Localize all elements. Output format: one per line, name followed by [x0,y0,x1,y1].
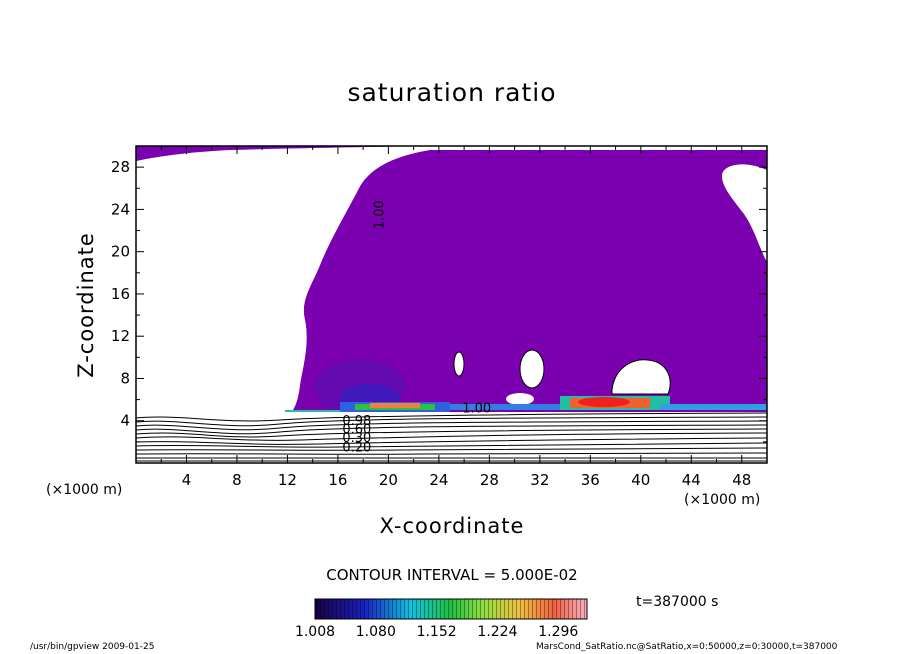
supersaturated-region [136,146,767,418]
y-axis-unit: (×1000 m) [46,482,123,498]
unsaturated-hole [611,359,671,395]
x-tick-label: 48 [732,471,751,489]
contour-label: 0.20 [342,440,371,455]
colorbar-tick-label: 1.080 [356,624,396,640]
x-tick-label: 24 [429,471,448,489]
x-tick-label: 40 [631,471,650,489]
unsaturated-hole [506,393,534,405]
x-tick-label: 36 [581,471,600,489]
unsaturated-hole [519,349,545,389]
footer-right: MarsCond_SatRatio.nc@SatRatio,x=0:50000,… [536,642,838,652]
footer-left: /usr/bin/gpview 2009-01-25 [30,642,155,652]
plot-frame [135,145,768,464]
colorbar-tick-label: 1.296 [538,624,578,640]
x-axis-unit: (×1000 m) [684,492,761,508]
x-tick-label: 8 [232,471,242,489]
x-axis-label: X-coordinate [379,514,525,538]
y-tick-label: 4 [120,412,130,430]
unsaturated-hole [453,351,465,377]
x-tick-label: 4 [182,471,192,489]
contour-labels: 1.00 1.00 0.980.600.300.20 [342,200,491,455]
colorbar-tick-label: 1.152 [417,624,457,640]
time-label: t=387000 s [636,594,719,610]
x-tick-label: 44 [682,471,701,489]
y-tick-label: 20 [111,243,130,261]
y-tick-label: 24 [111,200,130,218]
x-tick-label: 32 [530,471,549,489]
colorbar-ticks: 1.008 1.080 1.152 1.224 1.296 [295,624,578,640]
y-tick-label: 12 [111,327,130,345]
y-axis-label: Z-coordinate [74,232,98,378]
x-tick-label: 20 [379,471,398,489]
contour-label: 1.00 [462,401,491,416]
x-tick-label: 16 [328,471,347,489]
x-axis-ticks: 4 8 12 16 20 24 28 32 36 40 44 48 [160,146,751,489]
x-tick-label: 12 [278,471,297,489]
contour-label: 0.30 [342,431,371,446]
x-tick-label: 28 [480,471,499,489]
contour-label: 0.98 [342,414,371,429]
plot-field [136,146,767,463]
contour-label: 0.60 [342,422,371,437]
chart-title: saturation ratio [347,78,557,107]
colorbar-tick-label: 1.224 [477,624,517,640]
y-axis-ticks: 4 8 12 16 20 24 28 [111,158,767,443]
y-tick-label: 8 [120,369,130,387]
lower-contours [136,412,767,463]
contour-label: 1.00 [372,200,387,229]
y-tick-label: 28 [111,158,130,176]
contour-interval: CONTOUR INTERVAL = 5.000E-02 [326,566,578,584]
colorbar-tick-label: 1.008 [295,624,335,640]
y-tick-label: 16 [111,285,130,303]
